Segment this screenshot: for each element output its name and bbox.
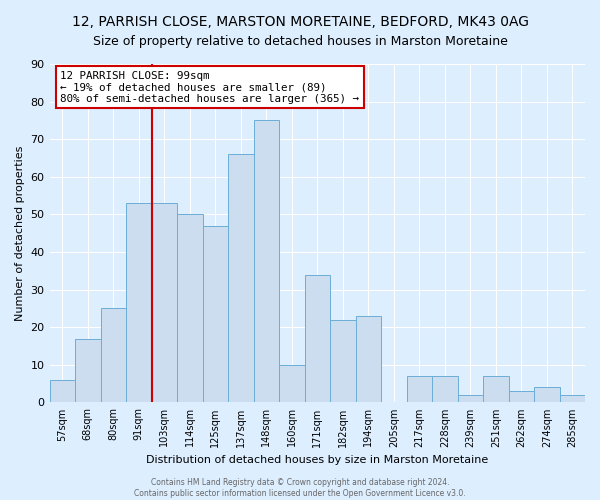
Bar	[432, 376, 458, 402]
Text: 12 PARRISH CLOSE: 99sqm
← 19% of detached houses are smaller (89)
80% of semi-de: 12 PARRISH CLOSE: 99sqm ← 19% of detache…	[60, 71, 359, 104]
X-axis label: Distribution of detached houses by size in Marston Moretaine: Distribution of detached houses by size …	[146, 455, 488, 465]
Bar	[101, 308, 126, 402]
Bar	[228, 154, 254, 402]
Bar	[254, 120, 279, 402]
Bar	[279, 365, 305, 403]
Bar	[50, 380, 75, 402]
Bar	[534, 388, 560, 402]
Text: 12, PARRISH CLOSE, MARSTON MORETAINE, BEDFORD, MK43 0AG: 12, PARRISH CLOSE, MARSTON MORETAINE, BE…	[71, 15, 529, 29]
Bar	[75, 338, 101, 402]
Bar	[483, 376, 509, 402]
Bar	[330, 320, 356, 402]
Bar	[177, 214, 203, 402]
Bar	[152, 203, 177, 402]
Bar	[203, 226, 228, 402]
Text: Size of property relative to detached houses in Marston Moretaine: Size of property relative to detached ho…	[92, 35, 508, 48]
Bar	[305, 274, 330, 402]
Bar	[356, 316, 381, 402]
Y-axis label: Number of detached properties: Number of detached properties	[15, 146, 25, 321]
Text: Contains HM Land Registry data © Crown copyright and database right 2024.
Contai: Contains HM Land Registry data © Crown c…	[134, 478, 466, 498]
Bar	[458, 395, 483, 402]
Bar	[560, 395, 585, 402]
Bar	[509, 391, 534, 402]
Bar	[126, 203, 152, 402]
Bar	[407, 376, 432, 402]
